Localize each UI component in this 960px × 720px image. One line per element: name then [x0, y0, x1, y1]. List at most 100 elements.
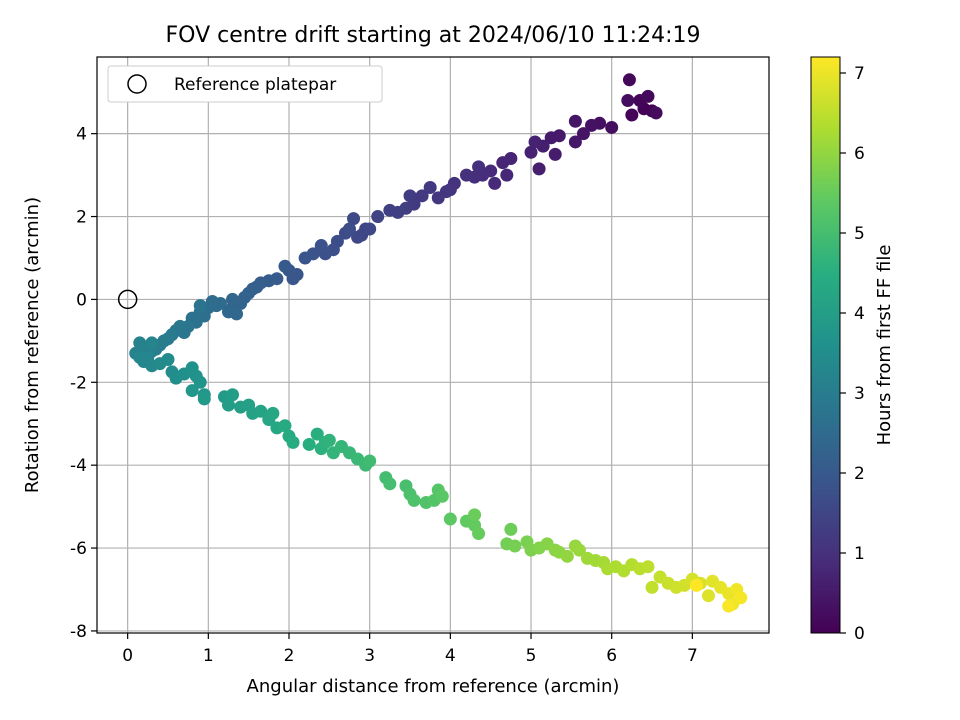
data-point: [383, 203, 397, 217]
data-point: [645, 580, 659, 594]
x-tick-label: 6: [606, 646, 617, 666]
colorbar-ticks: 0 1 2 3 4 5 6 7: [840, 64, 865, 644]
data-point: [403, 189, 417, 203]
data-point: [161, 353, 175, 367]
y-tick-label: -8: [70, 622, 87, 642]
data-point: [568, 135, 582, 149]
data-point: [193, 299, 207, 313]
data-point: [443, 512, 457, 526]
data-point: [689, 578, 703, 592]
data-point: [310, 427, 324, 441]
x-tick-label: 5: [526, 646, 537, 666]
data-point: [226, 292, 240, 306]
data-point: [734, 591, 748, 605]
colorbar-tick-label: 6: [854, 144, 865, 164]
data-point: [488, 176, 502, 190]
plot-area: [97, 57, 769, 633]
y-tick-label: -2: [70, 373, 87, 393]
data-point: [298, 251, 312, 265]
data-point: [226, 388, 240, 402]
data-point: [193, 375, 207, 389]
data-point: [254, 404, 268, 418]
x-tick-label: 0: [122, 646, 133, 666]
data-point: [343, 222, 357, 236]
data-point: [197, 392, 211, 406]
y-axis-label: Rotation from reference (arcmin): [22, 197, 43, 493]
data-point: [504, 522, 518, 536]
data-point: [363, 222, 377, 236]
colorbar-tick-label: 3: [854, 384, 865, 404]
data-point: [185, 384, 199, 398]
colorbar-label: Hours from first FF file: [874, 245, 895, 446]
y-tick-label: -4: [70, 456, 87, 476]
data-point: [472, 160, 486, 174]
data-point: [302, 437, 316, 451]
data-point: [221, 305, 235, 319]
data-point: [423, 181, 437, 195]
colorbar-tick-label: 7: [854, 64, 865, 84]
data-point: [641, 560, 655, 574]
y-tick-label: -6: [70, 539, 87, 559]
data-point: [500, 168, 514, 182]
data-point: [472, 527, 486, 541]
data-point: [322, 433, 336, 447]
data-point: [585, 118, 599, 132]
data-point: [431, 191, 445, 205]
x-tick-label: 7: [687, 646, 698, 666]
data-point: [722, 599, 736, 613]
reference-platepar-marker: [117, 289, 138, 310]
data-point: [314, 239, 328, 253]
legend: Reference platepar: [107, 65, 383, 103]
data-point: [286, 435, 300, 449]
colorbar: 0 1 2 3 4 5 6 7 Hours from first FF file: [810, 56, 895, 644]
legend-marker: [127, 74, 147, 94]
data-point: [383, 477, 397, 491]
data-point: [572, 543, 586, 557]
data-point: [641, 89, 655, 103]
data-point: [568, 114, 582, 128]
data-point: [605, 120, 619, 134]
data-point: [548, 147, 562, 161]
data-point: [415, 189, 429, 203]
data-point: [407, 493, 421, 507]
data-point: [435, 489, 449, 503]
colorbar-tick-label: 4: [854, 304, 865, 324]
data-point: [622, 73, 636, 87]
colorbar-tick-label: 0: [854, 624, 865, 644]
data-points: [129, 73, 748, 613]
data-point: [524, 145, 538, 159]
chart-title: FOV centre drift starting at 2024/06/10 …: [166, 23, 701, 48]
colorbar-gradient: [810, 56, 841, 634]
data-point: [133, 336, 147, 350]
data-point: [560, 549, 574, 563]
data-point: [621, 94, 635, 108]
x-axis-label: Angular distance from reference (arcmin): [247, 676, 620, 697]
data-point: [528, 135, 542, 149]
data-point: [496, 156, 510, 170]
data-point: [532, 162, 546, 176]
data-point: [701, 589, 715, 603]
y-axis-ticks: -8 -6 -4 -2 0 2 4: [70, 125, 97, 642]
colorbar-tick-label: 5: [854, 224, 865, 244]
data-point: [649, 106, 663, 120]
legend-label: Reference platepar: [174, 75, 336, 95]
data-point: [363, 454, 377, 468]
data-point: [625, 108, 639, 122]
data-point: [347, 212, 361, 226]
data-point: [351, 230, 365, 244]
x-tick-label: 3: [364, 646, 375, 666]
data-point: [278, 259, 292, 273]
data-point: [266, 406, 280, 420]
x-tick-label: 2: [284, 646, 295, 666]
y-tick-label: 2: [76, 208, 87, 228]
legend-box: [107, 65, 383, 103]
x-axis-ticks: 0 1 2 3 4 5 6 7: [122, 633, 698, 666]
data-point: [371, 210, 385, 224]
data-point: [221, 398, 235, 412]
x-tick-label: 1: [203, 646, 214, 666]
x-tick-label: 4: [445, 646, 456, 666]
data-point: [145, 336, 159, 350]
data-point: [459, 168, 473, 182]
data-point: [576, 127, 590, 141]
